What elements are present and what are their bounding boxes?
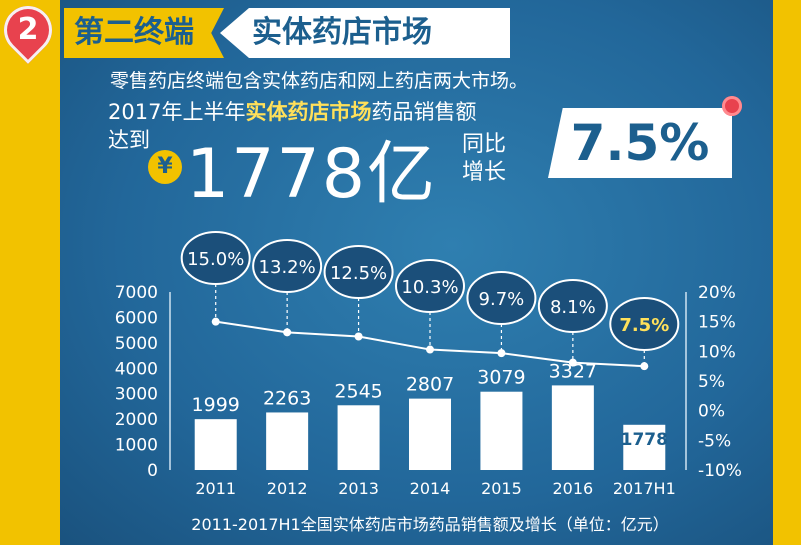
- award-ribbon-icon: [722, 96, 742, 116]
- growth-point: [426, 345, 434, 354]
- growth-label: 9.7%: [479, 289, 525, 310]
- left-tick-label: 3000: [115, 385, 158, 405]
- bar-2011: [194, 419, 237, 470]
- bar-value-label: 1778: [621, 430, 668, 450]
- growth-point: [283, 328, 292, 337]
- right-tick-label: -5%: [698, 431, 731, 451]
- right-tick-label: -10%: [698, 461, 742, 481]
- left-yellow-frame: [0, 0, 60, 545]
- right-tick-label: 5%: [698, 372, 725, 392]
- bar-2012: [266, 412, 309, 470]
- right-tick-label: 15%: [698, 313, 736, 333]
- left-tick-label: 5000: [115, 334, 158, 354]
- right-tick-label: 20%: [698, 283, 736, 303]
- step-number: 2: [17, 12, 39, 47]
- yen-icon: ¥: [148, 150, 182, 184]
- left-tick-label: 6000: [115, 308, 158, 328]
- left-tick-label: 1000: [115, 436, 158, 456]
- sales-statement: 2017年上半年实体药店市场药品销售额: [108, 96, 476, 126]
- bar-2017H1: [623, 424, 666, 470]
- x-tick-label: 2015: [481, 479, 522, 498]
- x-tick-label: 2016: [552, 479, 593, 498]
- growth-bubble: [609, 297, 680, 351]
- right-tick-label: 10%: [698, 342, 736, 362]
- bar-value-label: 2545: [334, 380, 382, 402]
- growth-label: 12.5%: [330, 263, 387, 284]
- x-tick-label: 2011: [195, 479, 236, 498]
- growth-point: [640, 362, 649, 371]
- growth-point: [497, 349, 506, 358]
- bar-2013: [337, 405, 380, 470]
- sales-prefix: 2017年上半年: [108, 100, 246, 124]
- growth-point: [568, 358, 577, 367]
- left-tick-label: 4000: [115, 359, 158, 379]
- right-yellow-frame: [773, 0, 801, 545]
- sales-highlight: 实体药店市场: [245, 100, 372, 124]
- bar-2015: [480, 391, 523, 470]
- x-tick-label: 2012: [267, 479, 308, 498]
- bar-2014: [409, 398, 451, 470]
- growth-bubble: [252, 239, 323, 293]
- intro-text: 零售药店终端包含实体药店和网上药店两大市场。: [110, 70, 529, 92]
- left-tick-label: 2000: [115, 410, 158, 430]
- bar-value-label: 3327: [549, 360, 597, 382]
- growth-bubble: [537, 279, 608, 333]
- yoy-label-line2: 增长: [462, 160, 507, 185]
- yoy-label-line1: 同比: [462, 132, 507, 157]
- section-subtitle: 实体药店市场: [220, 8, 510, 58]
- section-title: 第二终端: [64, 8, 224, 58]
- bar-2016: [551, 385, 594, 470]
- sales-amount: 1778亿: [186, 135, 438, 214]
- growth-point: [211, 317, 220, 326]
- growth-label: 10.3%: [401, 277, 458, 298]
- sales-suffix: 药品销售额: [371, 100, 477, 124]
- reach-label: 达到: [108, 128, 150, 152]
- x-tick-label: 2014: [410, 479, 451, 498]
- left-tick-label: 7000: [115, 283, 158, 303]
- right-tick-label: 0%: [698, 402, 725, 422]
- bar-value-label: 2807: [406, 374, 454, 396]
- bar-value-label: 2263: [263, 387, 311, 409]
- growth-bubble: [180, 231, 251, 285]
- growth-label: 7.5%: [619, 315, 669, 336]
- x-tick-label: 2013: [338, 479, 379, 498]
- growth-bubble: [466, 271, 537, 325]
- chart-caption: 2011-2017H1全国实体药店市场药品销售额及增长（单位：亿元）: [191, 515, 668, 534]
- growth-value: 7.5%: [548, 108, 732, 178]
- x-tick-label: 2017H1: [613, 479, 676, 498]
- growth-point: [354, 332, 363, 341]
- bar-value-label: 1999: [192, 394, 240, 416]
- left-tick-label: 0: [147, 461, 158, 481]
- growth-bubble: [395, 259, 465, 313]
- growth-label: 8.1%: [550, 297, 596, 318]
- growth-label: 13.2%: [259, 257, 316, 278]
- bar-value-label: 3079: [477, 367, 525, 389]
- growth-bubble: [323, 245, 394, 299]
- growth-label: 15.0%: [187, 249, 244, 270]
